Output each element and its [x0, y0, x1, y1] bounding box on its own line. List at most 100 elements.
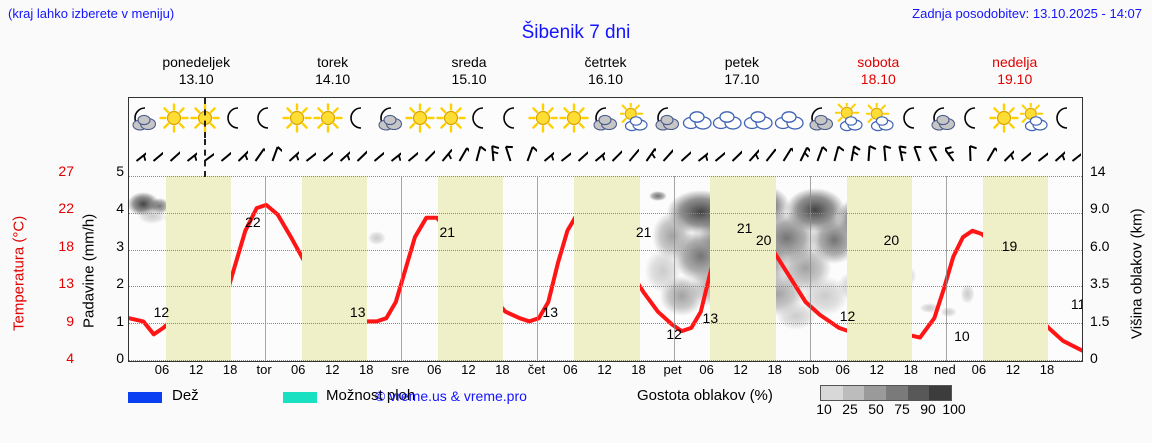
x-tick-0: 06 [154, 362, 170, 377]
cloud-density-tick-2: 50 [868, 401, 884, 417]
x-tick-14: 18 [631, 362, 646, 377]
cloud-icon [682, 111, 712, 130]
daylight-band-6 [982, 176, 1048, 361]
day-date: 13.10 [178, 71, 214, 87]
h-gridline-4 [129, 323, 1082, 324]
tempticks-tick-4: 9 [66, 313, 74, 329]
day-date: 15.10 [451, 71, 487, 87]
h-gridline-3 [129, 286, 1082, 287]
copyright-link[interactable]: © vreme.us & vreme.pro [375, 388, 527, 404]
icon-cell-4 [251, 98, 282, 138]
icon-cell-11 [466, 98, 497, 138]
cloud-density-tick-1: 25 [842, 401, 858, 417]
sun-icon [313, 103, 343, 133]
wind-barb-25 [553, 139, 572, 177]
wind-barb-16 [400, 139, 419, 177]
wind-barb-38 [775, 139, 793, 177]
cloud-density-colorbar [820, 385, 952, 401]
v-gridline-5 [810, 176, 811, 361]
temperature-axis-title: Temperatura (°C) [10, 215, 28, 331]
wind-barb-10 [298, 139, 317, 177]
cloud-density-step-1 [842, 386, 865, 400]
wind-barb-33 [690, 139, 708, 177]
wind-barb-34 [707, 139, 725, 177]
daylight-band-2 [438, 176, 504, 361]
wind-barb-44 [877, 139, 894, 177]
day-date: 14.10 [315, 71, 351, 87]
day-header-1: torek 14.10 [264, 54, 400, 94]
moon-cloud-icon [931, 107, 956, 131]
wind-barb-52 [1013, 139, 1031, 177]
day-name: sreda [451, 54, 487, 70]
wind-barb-29 [621, 139, 640, 177]
day-name: sobota [857, 54, 900, 70]
daylight-band-0 [165, 176, 232, 361]
icon-cell-17 [650, 98, 681, 138]
cloudticks-tick-5: 0 [1090, 350, 1098, 366]
x-tick-6: 18 [359, 362, 374, 377]
x-tick-17: 12 [733, 362, 748, 377]
temperature-value-label-12: 10 [954, 328, 970, 344]
temperature-value-label-11: 20 [883, 232, 900, 248]
icon-cell-15 [589, 98, 620, 138]
icon-cell-19 [712, 98, 743, 138]
moon-icon [257, 107, 269, 129]
showers-legend-swatch [283, 392, 317, 403]
wind-barb-5 [213, 139, 232, 177]
wind-barb-18 [434, 139, 453, 177]
wind-barb-36 [741, 139, 759, 177]
x-tick-4: 06 [290, 362, 306, 377]
cloud-density-legend-title: Gostota oblakov (%) [637, 387, 773, 404]
tempticks-tick-0: 27 [58, 163, 74, 179]
x-tick-23: ned [933, 362, 956, 377]
rain-legend-label: Dež [172, 387, 199, 404]
wind-barb-14 [366, 139, 385, 177]
day-header-0: ponedeljek 13.10 [128, 54, 264, 94]
wind-barb-30 [638, 139, 657, 177]
x-tick-15: pet [663, 362, 682, 377]
day-header-3: četrtek 16.10 [537, 54, 673, 94]
cloud-blob-3 [137, 208, 166, 224]
icon-cell-21 [773, 98, 804, 138]
cloud-density-step-5 [929, 386, 952, 400]
wind-barb-23 [519, 139, 538, 177]
daylight-band-1 [302, 176, 368, 361]
temperature-value-label-2: 13 [349, 304, 366, 320]
cloud-density-tick-5: 100 [942, 401, 966, 417]
moon-icon [1056, 107, 1068, 129]
day-date: 18.10 [860, 71, 896, 87]
h-gridline-2 [129, 250, 1082, 251]
x-tick-3: tor [256, 362, 272, 377]
x-tick-2: 18 [222, 362, 238, 377]
cloud-density-tick-0: 10 [816, 401, 832, 417]
cloudheight-axis-ticks: 14 9.0 6.0 3.5 1.5 0 [1090, 163, 1124, 368]
cloudticks-tick-4: 1.5 [1090, 313, 1110, 329]
wind-barb-22 [502, 139, 519, 177]
x-tick-16: 06 [699, 362, 714, 377]
cloud-blob-12 [648, 191, 667, 201]
wind-barb-55 [1064, 139, 1081, 177]
current-time-marker-icons [204, 98, 207, 138]
legend: Dež Možnost ploh [128, 386, 1148, 436]
sun-icon [989, 103, 1019, 133]
x-tick-11: čet [527, 362, 546, 377]
precticks-tick-1: 4 [116, 200, 124, 216]
wind-barb-15 [383, 139, 402, 177]
wind-barb-37 [758, 139, 776, 177]
daylight-band-3 [574, 176, 640, 361]
v-gridline-6 [946, 176, 947, 361]
temperature-value-label-4: 13 [542, 304, 559, 320]
wind-barb-46 [911, 139, 928, 177]
wind-barb-51 [996, 139, 1014, 177]
temperature-value-label-14: 11 [1070, 296, 1082, 312]
cloud-density-step-2 [864, 386, 887, 400]
x-tick-9: 12 [461, 362, 476, 377]
wind-barb-45 [894, 139, 911, 177]
wind-barb-49 [962, 139, 979, 177]
wind-barb-7 [247, 139, 266, 177]
icon-cell-28 [989, 98, 1020, 138]
wind-barb-43 [860, 139, 877, 177]
icon-cell-14 [558, 98, 589, 138]
wind-barb-47 [928, 139, 945, 177]
cloud-blob-28 [644, 249, 681, 293]
